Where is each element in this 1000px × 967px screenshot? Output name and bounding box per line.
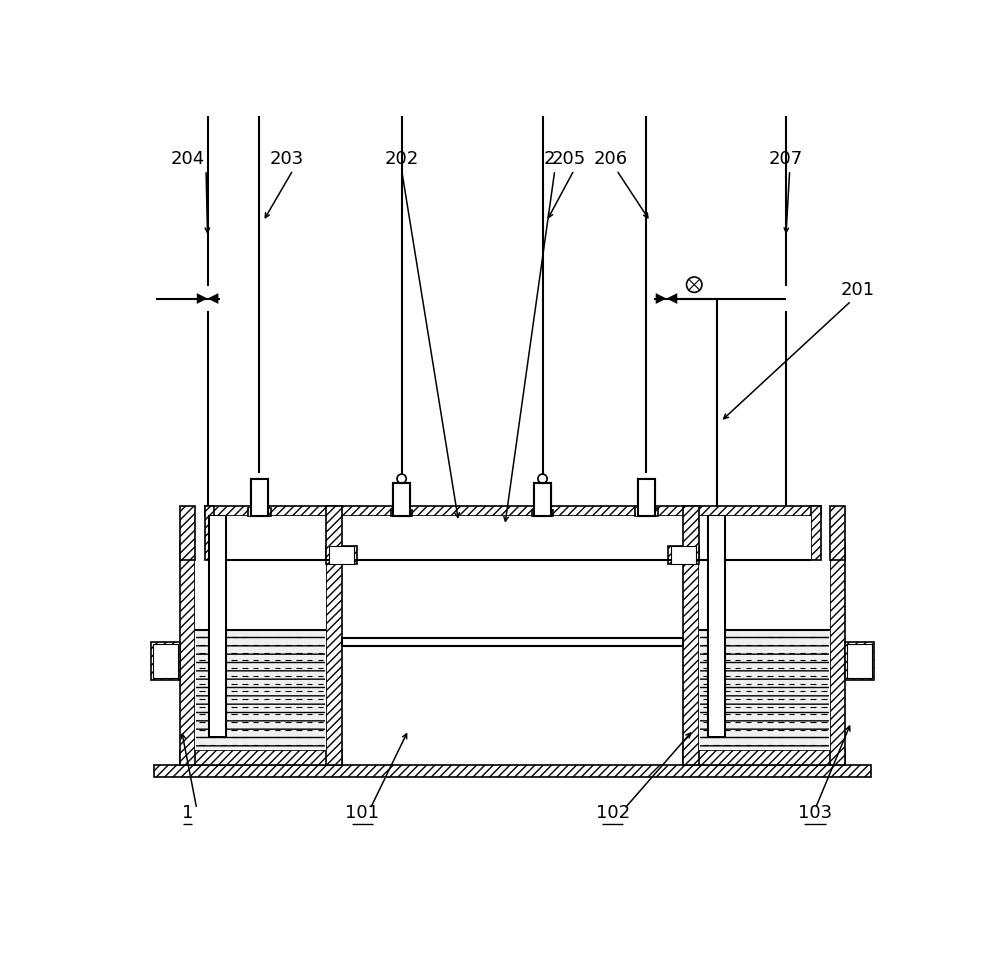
Bar (709, 515, 724, 736)
Text: 1: 1 (182, 805, 193, 822)
Text: 203: 203 (270, 150, 304, 167)
Polygon shape (656, 293, 666, 304)
Bar (326, 507, 342, 560)
Bar (205, 507, 214, 560)
Bar (532, 510, 553, 515)
Bar (251, 479, 268, 515)
Text: 101: 101 (345, 805, 379, 822)
Bar (392, 510, 411, 515)
Bar (847, 644, 872, 678)
Text: 207: 207 (769, 150, 803, 167)
Bar (638, 479, 655, 515)
Bar (534, 484, 551, 515)
Text: 2: 2 (544, 150, 555, 167)
Text: 103: 103 (798, 805, 832, 822)
Bar (811, 507, 820, 560)
Bar (153, 644, 178, 678)
Polygon shape (666, 293, 677, 304)
Bar (214, 515, 811, 560)
Bar (639, 479, 654, 515)
Bar (205, 507, 820, 515)
Text: 102: 102 (596, 805, 630, 822)
Bar (249, 508, 269, 515)
Bar (683, 542, 699, 765)
Bar (671, 546, 696, 564)
Bar (635, 508, 658, 515)
Bar (394, 484, 409, 515)
Bar (180, 542, 195, 765)
Bar (329, 546, 354, 564)
Text: 205: 205 (552, 150, 586, 167)
Bar (154, 765, 871, 777)
Bar (391, 510, 412, 515)
Bar (180, 749, 342, 765)
Bar (329, 546, 354, 564)
Bar (252, 479, 266, 515)
Text: 201: 201 (840, 280, 875, 299)
Text: 206: 206 (594, 150, 628, 167)
Bar (151, 642, 180, 681)
Bar (180, 507, 195, 560)
Bar (533, 510, 552, 515)
Bar (830, 507, 845, 560)
Bar (671, 546, 696, 564)
Bar (326, 542, 342, 765)
Bar (847, 644, 872, 678)
Bar (209, 515, 226, 736)
Bar (326, 546, 357, 564)
Bar (393, 484, 410, 515)
Bar (195, 542, 326, 749)
Text: 202: 202 (384, 150, 419, 167)
Bar (699, 542, 830, 749)
Bar (251, 479, 268, 515)
Bar (535, 484, 550, 515)
Bar (210, 515, 225, 736)
Bar (393, 484, 410, 515)
Bar (668, 546, 699, 564)
Bar (683, 507, 699, 560)
Polygon shape (208, 293, 218, 304)
Bar (638, 479, 655, 515)
Text: 204: 204 (170, 150, 205, 167)
Bar (196, 631, 325, 749)
Bar (153, 644, 178, 678)
Bar (845, 642, 874, 681)
Bar (830, 542, 845, 765)
Bar (708, 515, 725, 736)
Bar (248, 508, 271, 515)
Bar (636, 508, 656, 515)
Bar (534, 484, 551, 515)
Bar (700, 631, 829, 749)
Polygon shape (197, 293, 208, 304)
Bar (683, 749, 845, 765)
